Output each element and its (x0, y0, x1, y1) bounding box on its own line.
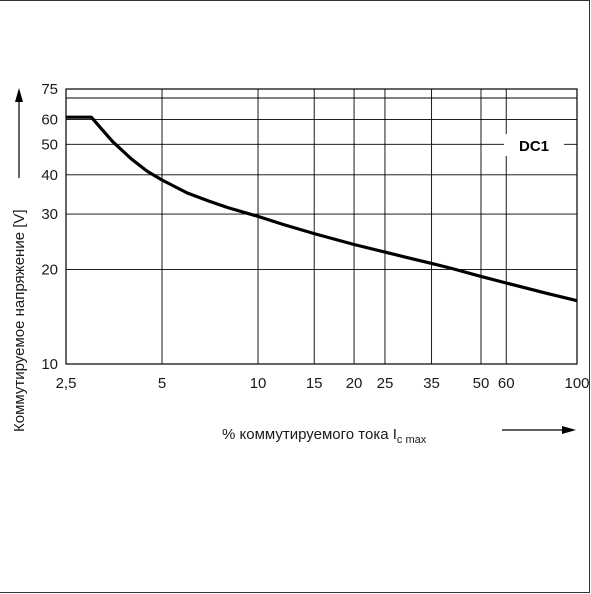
x-tick-label: 2,5 (56, 375, 77, 392)
series-label: DC1 (519, 138, 549, 155)
x-axis-arrow (502, 426, 576, 434)
x-tick-label: 60 (498, 375, 515, 392)
series-layer: DC1 (66, 115, 578, 303)
x-tick-label: 5 (158, 375, 166, 392)
y-tick-label: 10 (41, 356, 58, 373)
x-tick-label: 25 (377, 375, 394, 392)
y-tick-label: 60 (41, 111, 58, 128)
x-tick-label: 10 (250, 375, 267, 392)
x-tick-label: 50 (473, 375, 490, 392)
x-tick-label: 35 (423, 375, 440, 392)
x-tick-labels: 2,5 5 10 15 20 25 35 50 60 100 (56, 375, 590, 392)
x-axis-label: % коммутируемого тока Ic max (222, 426, 427, 446)
y-tick-label: 40 (41, 167, 58, 184)
y-tick-label: 20 (41, 261, 58, 278)
x-tick-label: 15 (306, 375, 323, 392)
x-axis-label-main: % коммутируемого тока I (222, 426, 397, 443)
y-tick-labels: 10 20 30 40 50 60 75 (41, 81, 58, 373)
y-axis-arrow (15, 88, 23, 178)
x-tick-label: 20 (346, 375, 363, 392)
series-label-background (504, 134, 564, 156)
y-tick-label: 30 (41, 206, 58, 223)
plot-area-border (65, 88, 578, 365)
x-axis-label-sub: c max (397, 434, 427, 446)
y-tick-label: 75 (41, 81, 58, 98)
x-tick-label: 100 (564, 375, 589, 392)
y-axis-label: Коммутируемое напряжение [V] (11, 209, 28, 432)
series-line-DC1 (66, 115, 578, 303)
y-tick-label: 50 (41, 136, 58, 153)
grid (65, 88, 578, 365)
